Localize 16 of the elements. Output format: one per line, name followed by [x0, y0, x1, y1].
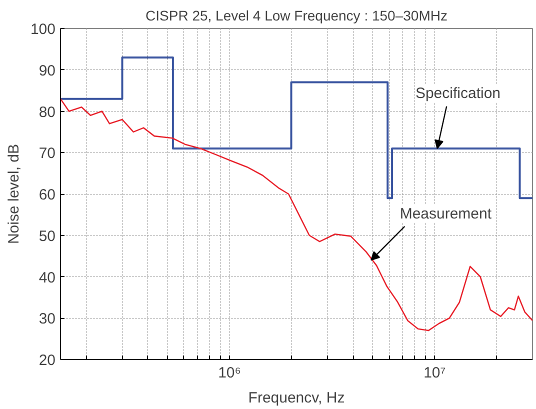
annotation: Specification: [415, 85, 501, 102]
chart-title: CISPR 25, Level 4 Low Frequency : 150–30MHz: [146, 8, 448, 24]
x-tick-label: 10⁷: [424, 364, 446, 382]
y-tick-label: 100: [30, 21, 56, 38]
y-tick-label: 20: [38, 352, 56, 369]
y-tick-label: 80: [38, 104, 56, 121]
y-tick-label: 60: [38, 186, 56, 204]
y-tick-label: 50: [38, 228, 56, 245]
annotation: Measurement: [400, 205, 492, 222]
y-tick-label: 70: [38, 145, 56, 162]
y-tick-label: 40: [38, 269, 56, 286]
y-axis-title: Noise level, dB: [5, 144, 22, 244]
y-tick-label: 90: [38, 62, 56, 80]
y-tick-label: 30: [38, 310, 56, 328]
x-axis-title: Frequencv, Hz: [248, 390, 345, 406]
x-tick-label: 10⁶: [218, 364, 241, 382]
